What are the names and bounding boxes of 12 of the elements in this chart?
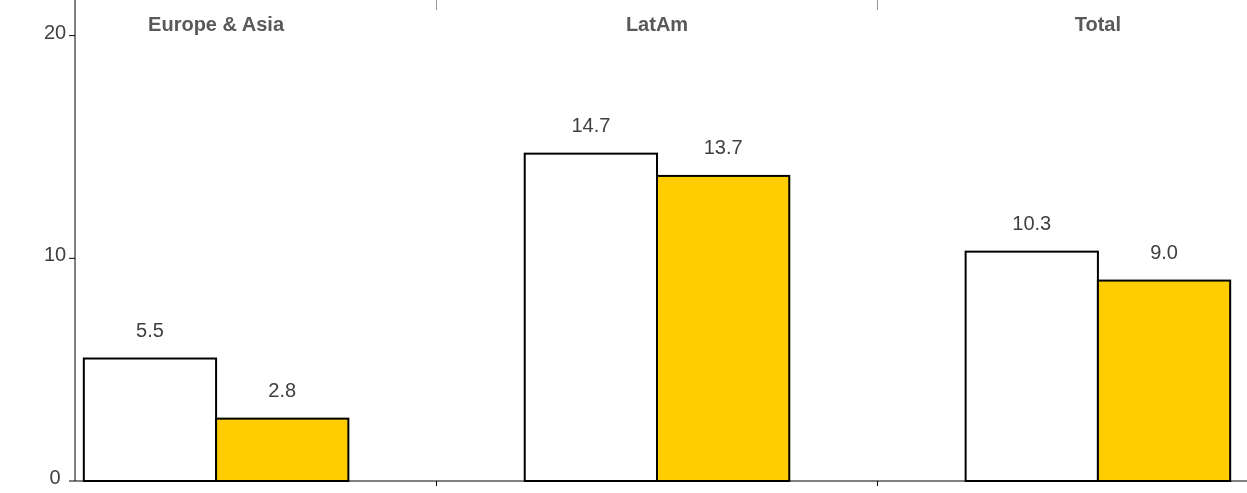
x-tick-label: Total xyxy=(1074,13,1122,35)
y-tick-label: 10 xyxy=(43,243,67,266)
data-label: 2.8 xyxy=(268,378,297,401)
y-tick-label: 20 xyxy=(43,20,67,43)
data-label: 14.7 xyxy=(571,113,611,136)
x-tick-label: Europe & Asia xyxy=(148,13,285,35)
x-tick-label: LatAm xyxy=(625,13,689,35)
data-label: 5.5 xyxy=(136,318,164,341)
data-label: 10.3 xyxy=(1012,211,1052,234)
data-label: 13.7 xyxy=(703,135,743,158)
data-label: 9.0 xyxy=(1150,240,1178,263)
y-tick-label: 0 xyxy=(49,466,61,488)
